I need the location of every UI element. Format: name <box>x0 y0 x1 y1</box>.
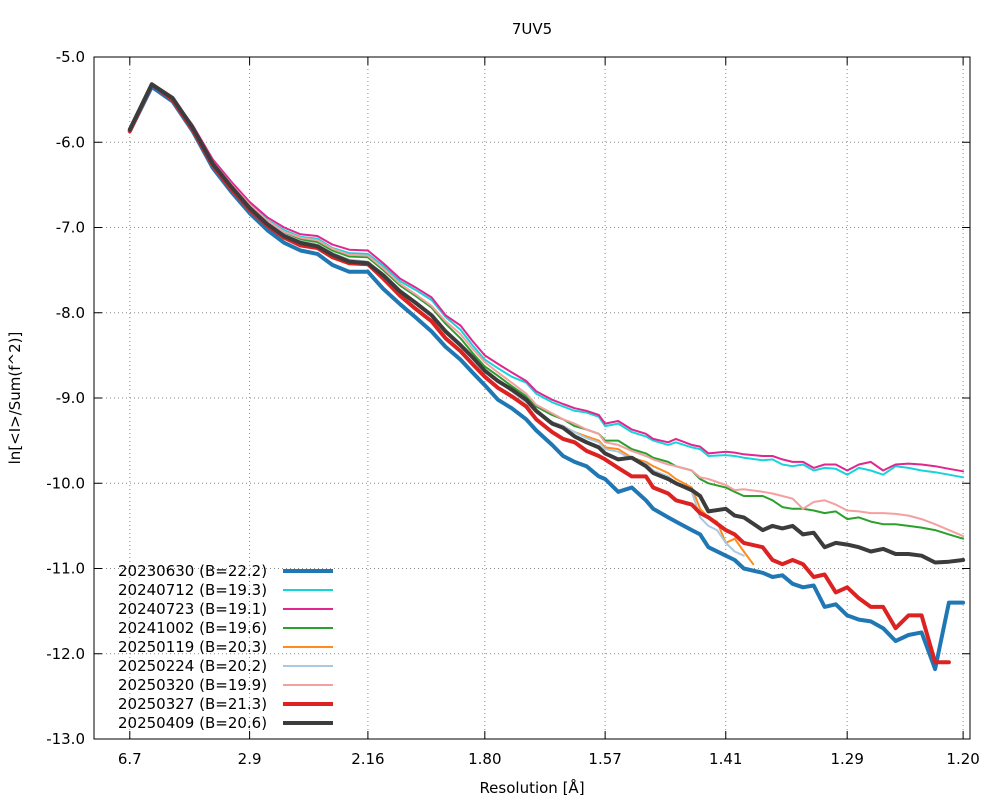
y-tick-label: -11.0 <box>46 560 85 578</box>
x-tick-label: 2.16 <box>351 750 384 768</box>
y-tick-label: -12.0 <box>46 645 85 663</box>
x-tick-label: 1.57 <box>588 750 621 768</box>
x-tick-label: 1.80 <box>468 750 501 768</box>
legend-label: 20250327 (B=21.3) <box>118 695 267 713</box>
legend-label: 20250119 (B=20.3) <box>118 638 267 656</box>
y-tick-label: -5.0 <box>56 48 85 66</box>
x-tick-label: 2.9 <box>238 750 262 768</box>
grid-layer <box>94 57 970 739</box>
x-tick-label: 1.29 <box>830 750 863 768</box>
x-axis-label: Resolution [Å] <box>479 778 584 797</box>
legend-label: 20240712 (B=19.3) <box>118 581 267 599</box>
x-tick-label: 6.7 <box>118 750 142 768</box>
legend-label: 20240723 (B=19.1) <box>118 600 267 618</box>
legend: 20230630 (B=22.2)20240712 (B=19.3)202407… <box>118 562 333 732</box>
x-tick-label: 1.20 <box>946 750 979 768</box>
y-tick-label: -13.0 <box>46 730 85 748</box>
series-line-20240723 <box>128 84 965 473</box>
series-line-20250320 <box>128 84 965 538</box>
legend-label: 20230630 (B=22.2) <box>118 562 267 580</box>
y-axis-label: ln[<I>/Sum(f^2)] <box>6 332 24 465</box>
series-layer <box>127 82 966 672</box>
y-tick-label: -7.0 <box>56 219 85 237</box>
series-line-20240712 <box>128 84 965 479</box>
y-tick-label: -10.0 <box>46 474 85 492</box>
legend-label: 20250224 (B=20.2) <box>118 657 267 675</box>
y-tick-label: -8.0 <box>56 304 85 322</box>
y-tick-label: -6.0 <box>56 133 85 151</box>
legend-label: 20250409 (B=20.6) <box>118 714 267 732</box>
chart-title: 7UV5 <box>512 20 552 38</box>
series-line-20250409 <box>127 82 966 565</box>
tick-layer: -5.0 -6.0 -7.0 -8.0 -9.0 -10.0 -11.0 -12.0 -13.0… <box>46 48 980 768</box>
y-tick-label: -9.0 <box>56 389 85 407</box>
x-tick-label: 1.41 <box>709 750 742 768</box>
legend-label: 20241002 (B=19.6) <box>118 619 267 637</box>
legend-label: 20250320 (B=19.9) <box>118 676 267 694</box>
series-line-20230630 <box>127 84 966 672</box>
